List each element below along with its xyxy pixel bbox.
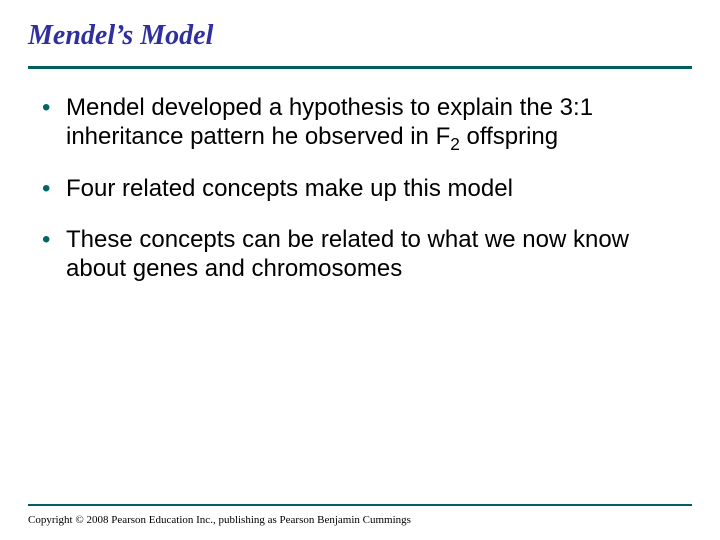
slide: Mendel’s Model Mendel developed a hypoth… (0, 0, 720, 540)
bullet-text-pre: These concepts can be related to what we… (66, 226, 629, 282)
divider-top (28, 66, 692, 69)
bullet-text-sub: 2 (450, 134, 460, 154)
bullet-text-post: offspring (460, 123, 558, 150)
bullet-text-pre: Four related concepts make up this model (66, 175, 513, 202)
divider-bottom (28, 504, 692, 506)
bullet-list: Mendel developed a hypothesis to explain… (28, 93, 692, 283)
copyright-text: Copyright © 2008 Pearson Education Inc.,… (28, 514, 692, 526)
footer: Copyright © 2008 Pearson Education Inc.,… (0, 504, 720, 526)
list-item: Mendel developed a hypothesis to explain… (36, 93, 684, 152)
list-item: Four related concepts make up this model (36, 174, 684, 203)
slide-title: Mendel’s Model (28, 20, 692, 52)
list-item: These concepts can be related to what we… (36, 225, 684, 284)
